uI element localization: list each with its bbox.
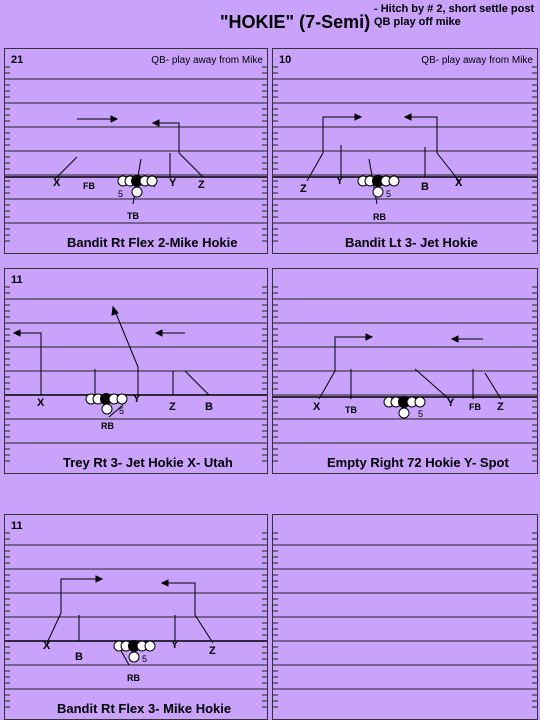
y-route — [414, 368, 450, 400]
play-panel-1: 21 QB- play away from Mike X FB 5 Y Z TB… — [4, 48, 268, 254]
player-y: Y — [336, 175, 344, 187]
qb-number: 5 — [142, 654, 148, 664]
center-marker — [128, 640, 140, 652]
player-fb: FB — [469, 402, 481, 412]
player-z: Z — [169, 401, 176, 413]
qb-marker — [131, 186, 143, 198]
play-panel-4: X TB 5 Y FB Z Empty Right 72 Hokie Y- Sp… — [272, 268, 538, 474]
offensive-line — [383, 396, 426, 419]
play-caption: Trey Rt 3- Jet Hokie X- Utah — [63, 455, 233, 470]
z-route — [194, 614, 214, 644]
player-z: Z — [198, 179, 205, 191]
qb-number: 5 — [119, 406, 125, 416]
player-y: Y — [169, 177, 177, 189]
b-route — [184, 370, 210, 396]
player-y: Y — [171, 639, 179, 651]
player-rb: RB — [101, 421, 114, 431]
player-y: Y — [447, 397, 455, 409]
rb-route — [108, 404, 124, 418]
offensive-line — [85, 393, 128, 415]
player-x: X — [37, 397, 45, 409]
player-x: X — [455, 177, 463, 189]
player-x: X — [43, 640, 51, 652]
center-marker — [398, 396, 410, 408]
player-z: Z — [209, 645, 216, 657]
player-b: B — [205, 401, 213, 413]
play-diagram-6 — [273, 532, 537, 708]
qb-note: QB- play away from Mike — [151, 55, 263, 66]
play-diagram-5 — [5, 532, 267, 708]
qb-marker — [128, 651, 140, 663]
player-fb: FB — [83, 181, 95, 191]
play-diagram-1 — [5, 66, 267, 242]
player-y: Y — [133, 393, 141, 405]
play-panel-5: 11 X B 5 Y Z RB Bandit Rt Flex 3- Mike H… — [4, 514, 268, 720]
player-rb: RB — [127, 673, 140, 683]
qb-marker — [372, 186, 384, 198]
coaching-note-line2: QB play off mike — [374, 16, 461, 28]
z-route — [484, 372, 502, 400]
play-diagram-3 — [5, 286, 267, 462]
coaching-note: - Hitch by # 2, short settle post QB pla… — [374, 3, 534, 29]
player-x: X — [313, 401, 321, 413]
play-diagram-4 — [273, 286, 537, 462]
qb-marker — [101, 403, 113, 415]
qb-number: 5 — [118, 189, 124, 199]
center-marker — [100, 393, 112, 405]
qb-number: 5 — [386, 189, 392, 199]
player-b: B — [75, 651, 83, 663]
x-route — [46, 612, 62, 644]
play-caption: Bandit Rt Flex 2-Mike Hokie — [67, 235, 238, 250]
play-panel-2: 10 QB- play away from Mike Z Y 5 B X RB … — [272, 48, 538, 254]
x-route — [436, 152, 460, 182]
qb-marker — [398, 407, 410, 419]
x-route — [17, 332, 42, 395]
qb-number: 5 — [418, 409, 424, 419]
panel-number: 10 — [279, 54, 292, 66]
z-route — [306, 152, 324, 182]
play-diagram-2 — [273, 66, 537, 242]
player-z: Z — [497, 401, 504, 413]
center-marker — [372, 175, 384, 187]
player-rb: RB — [373, 212, 386, 222]
panel-number: 11 — [11, 520, 23, 532]
play-caption: Empty Right 72 Hokie Y- Spot — [327, 455, 509, 470]
z-route — [178, 152, 204, 178]
play-panel-3: 11 X 5 Y Z B RB Trey Rt 3- Jet Hokie X- … — [4, 268, 268, 474]
play-panel-6 — [272, 514, 538, 720]
offensive-line — [357, 175, 400, 198]
offensive-line — [117, 175, 158, 198]
player-tb: TB — [127, 211, 139, 221]
player-tb: TB — [345, 405, 357, 415]
player-x: X — [53, 177, 61, 189]
x-route — [318, 370, 336, 400]
panel-number: 21 — [11, 54, 24, 66]
offensive-line — [113, 640, 156, 663]
center-marker — [131, 175, 143, 187]
panel-number: 11 — [11, 274, 23, 286]
coaching-note-line1: - Hitch by # 2, short settle post — [374, 3, 535, 15]
play-caption: Bandit Lt 3- Jet Hokie — [345, 235, 478, 250]
player-b: B — [421, 181, 429, 193]
qb-note: QB- play away from Mike — [421, 55, 533, 66]
x-route — [54, 156, 78, 180]
player-z: Z — [300, 183, 307, 195]
page-title: "HOKIE" (7-Semi) — [220, 12, 371, 32]
play-caption: Bandit Rt Flex 3- Mike Hokie — [57, 701, 232, 716]
